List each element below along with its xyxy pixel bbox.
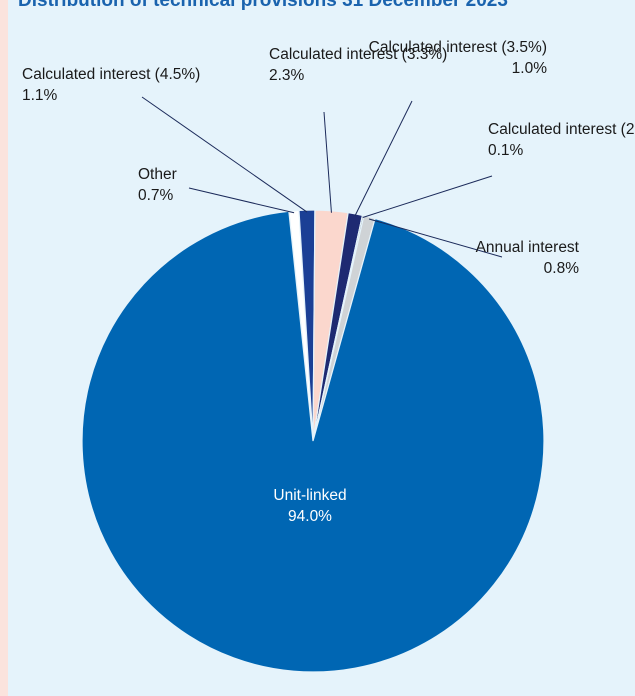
label-calculated-interest-3-5: Calculated interest (3.5%) 1.0%: [368, 39, 547, 77]
label-annual-interest: Annual interest 0.8%: [475, 239, 579, 277]
label-value-4-5: 1.1%: [22, 87, 58, 104]
leader-line: [323, 111, 332, 213]
leader-line: [141, 96, 308, 213]
pie-chart: [81, 96, 545, 673]
leader-line: [188, 187, 295, 214]
label-calculated-interest-4-5: Calculated interest (4.5%) 1.1%: [22, 66, 201, 104]
leader-line: [368, 218, 503, 258]
leader-line: [362, 175, 493, 218]
leader-line: [354, 100, 413, 217]
chart-panel: Distribution of technical provisions 31 …: [8, 0, 635, 696]
label-value-unit-linked: 94.0%: [288, 508, 332, 525]
chart-title: Distribution of technical provisions 31 …: [18, 0, 508, 11]
label-other: Other 0.7%: [138, 166, 177, 204]
label-value-3-3: 2.3%: [269, 67, 305, 84]
label-value-other: 0.7%: [138, 187, 174, 204]
label-calculated-interest-3-3: Calculated interest (3.3%) 2.3%: [269, 46, 448, 84]
label-unit-linked: Unit-linked 94.0%: [273, 487, 347, 525]
label-calculated-interest-2-5: Calculated interest (2.5%) 0.1%: [488, 121, 635, 159]
label-value-3-5: 1.0%: [511, 60, 547, 77]
label-value-2-5: 0.1%: [488, 142, 524, 159]
pie-slice-unit-linked: [81, 210, 545, 673]
label-value-annual: 0.8%: [543, 260, 579, 277]
